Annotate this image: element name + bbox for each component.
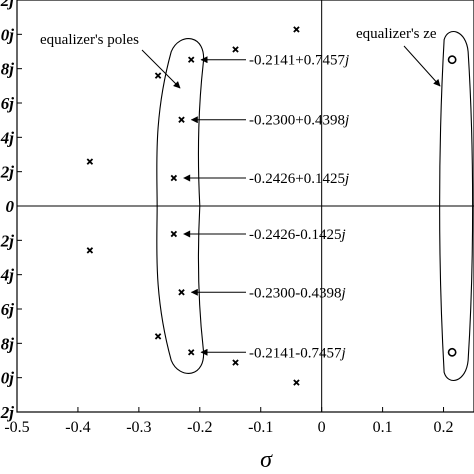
pole-value-j: j [343, 171, 349, 187]
pole-value-sign: + [295, 171, 303, 187]
pole-value-j: j [340, 285, 346, 301]
pole-marker-stroke-b [170, 174, 178, 182]
x-tick-label: -0.2 [187, 419, 212, 436]
x-tick-label: -0.1 [248, 419, 273, 436]
pole-marker [232, 46, 239, 53]
pole-marker [170, 174, 178, 182]
pole-marker-stroke-b [232, 359, 239, 366]
pole-value-sign: - [295, 285, 300, 301]
x-tick-label: -0.4 [65, 419, 90, 436]
pole-marker [154, 72, 162, 79]
x-tick-label: 0.1 [373, 419, 393, 436]
pole-marker [178, 289, 185, 296]
pole-value-j: j [340, 345, 346, 361]
pole-value-label: -0.2426+0.1425j [249, 171, 349, 187]
zero-marker [447, 347, 457, 357]
pole-value-im: 0.7457 [304, 53, 346, 69]
annotations: equalizer's poles equalizer's ze-0.2141+0… [40, 26, 474, 381]
pole-value-re: -0.2141 [249, 345, 295, 361]
pole-marker [170, 230, 178, 238]
pole-marker-stroke-b [170, 230, 178, 238]
pole-value-im: 0.7457 [300, 345, 342, 361]
pole-marker [293, 379, 300, 386]
pole-value-sign: - [295, 345, 300, 361]
x-tick-label: -0.3 [126, 419, 151, 436]
y-tick-label: 0j [1, 25, 15, 44]
pole-value-j: j [340, 227, 346, 243]
pole-value-label: -0.2426-0.1425j [249, 227, 346, 243]
y-tick-label: 4j [0, 266, 14, 285]
y-tick-label: 6j [1, 300, 15, 319]
y-tick-label: 2j [0, 163, 14, 182]
pole-value-sign: - [295, 227, 300, 243]
tick-labels: -0.5 -0.4 -0.3 -0.2 -0.1 0 0.1 0.2σ2j0j8j6j4j2j… [0, 0, 454, 473]
pole-marker [86, 158, 94, 165]
y-tick-label: 6j [1, 94, 15, 113]
pole-marker-stroke-b [232, 46, 239, 53]
pole-value-j: j [343, 53, 349, 69]
pole-value-label: -0.2141-0.7457j [249, 345, 346, 361]
pole-value-re: -0.2300 [249, 113, 295, 129]
pole-marker-stroke-b [154, 333, 162, 340]
y-tick-label: 2j [0, 403, 14, 422]
axes [16, 0, 474, 413]
pole-marker-stroke-b [154, 72, 162, 79]
pole-marker-stroke-b [187, 56, 195, 63]
pole-value-re: -0.2300 [249, 285, 295, 301]
pole-marker [187, 56, 195, 63]
pole-marker-stroke-b [86, 247, 94, 254]
pole-marker [187, 349, 195, 356]
pole-value-sign: + [295, 113, 303, 129]
pole-marker-stroke-b [178, 116, 185, 123]
pole-value-sign: + [295, 53, 303, 69]
pole-marker-stroke-b [86, 158, 94, 165]
zeros-enclosure [439, 31, 474, 381]
poles-group-label: equalizer's poles [40, 32, 139, 48]
data-marks [86, 26, 457, 386]
zero-marker [447, 55, 457, 65]
pole-marker [178, 116, 185, 123]
y-tick-label: 0 [6, 197, 15, 216]
y-tick-label: 0j [1, 369, 15, 388]
pole-value-im: 0.1425 [300, 227, 341, 243]
poles-label-arrow [141, 49, 181, 89]
pole-value-im: 0.4398 [300, 285, 341, 301]
y-tick-label: 8j [1, 334, 15, 353]
x-tick-label: -0.5 [4, 419, 29, 436]
pole-value-re: -0.2426 [249, 171, 296, 187]
zeros-label-arrow [403, 45, 441, 87]
y-tick-label: 2j [0, 231, 14, 250]
pole-value-re: -0.2426 [249, 227, 296, 243]
y-tick-label: 8j [1, 60, 15, 79]
y-tick-label: 2j [0, 0, 14, 10]
pole-value-label: -0.2300-0.4398j [249, 285, 346, 301]
pole-marker-stroke-b [187, 349, 195, 356]
pole-value-label: -0.2141+0.7457j [249, 53, 349, 69]
pole-value-label: -0.2300+0.4398j [249, 113, 349, 129]
pole-marker [293, 26, 300, 33]
pole-marker [154, 333, 162, 340]
pole-marker [232, 359, 239, 366]
x-tick-label: 0 [318, 419, 326, 436]
pole-value-re: -0.2141 [249, 53, 295, 69]
pole-value-j: j [343, 113, 349, 129]
pole-marker-stroke-b [178, 289, 185, 296]
pole-value-im: 0.1425 [304, 171, 345, 187]
poles-enclosure [156, 38, 204, 374]
pole-marker-stroke-b [293, 26, 300, 33]
pole-marker [86, 247, 94, 254]
y-tick-label: 4j [0, 128, 14, 147]
x-axis-label: σ [260, 447, 273, 473]
x-tick-label: 0.2 [434, 419, 454, 436]
zeros-group-label: equalizer's ze [356, 26, 437, 42]
pole-value-im: 0.4398 [304, 113, 345, 129]
pole-marker-stroke-b [293, 379, 300, 386]
